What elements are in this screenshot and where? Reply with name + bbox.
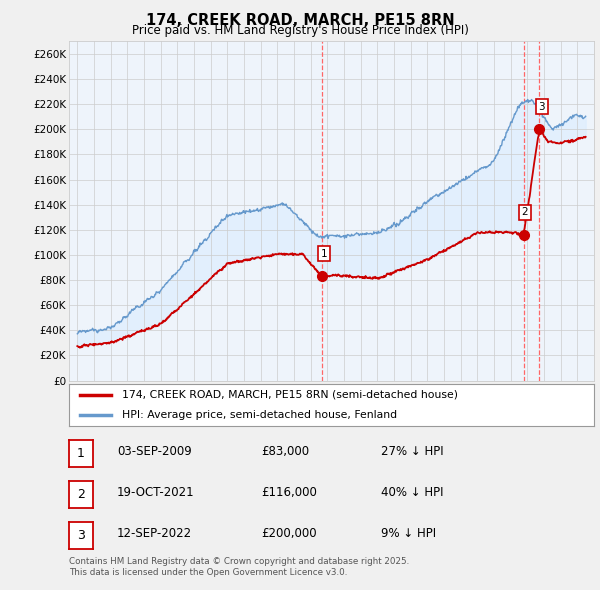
Text: 1: 1 bbox=[77, 447, 85, 460]
Text: 2: 2 bbox=[77, 488, 85, 501]
Text: 2: 2 bbox=[521, 207, 528, 217]
Text: 03-SEP-2009: 03-SEP-2009 bbox=[117, 445, 192, 458]
Text: £200,000: £200,000 bbox=[261, 527, 317, 540]
Text: £83,000: £83,000 bbox=[261, 445, 309, 458]
Text: 3: 3 bbox=[538, 101, 545, 112]
Text: £116,000: £116,000 bbox=[261, 486, 317, 499]
Text: This data is licensed under the Open Government Licence v3.0.: This data is licensed under the Open Gov… bbox=[69, 568, 347, 577]
Text: 12-SEP-2022: 12-SEP-2022 bbox=[117, 527, 192, 540]
Text: 19-OCT-2021: 19-OCT-2021 bbox=[117, 486, 194, 499]
Text: 174, CREEK ROAD, MARCH, PE15 8RN (semi-detached house): 174, CREEK ROAD, MARCH, PE15 8RN (semi-d… bbox=[121, 390, 458, 400]
Text: Price paid vs. HM Land Registry's House Price Index (HPI): Price paid vs. HM Land Registry's House … bbox=[131, 24, 469, 37]
Text: 1: 1 bbox=[321, 248, 328, 258]
Text: 3: 3 bbox=[77, 529, 85, 542]
Text: HPI: Average price, semi-detached house, Fenland: HPI: Average price, semi-detached house,… bbox=[121, 409, 397, 419]
Text: Contains HM Land Registry data © Crown copyright and database right 2025.: Contains HM Land Registry data © Crown c… bbox=[69, 558, 409, 566]
Text: 9% ↓ HPI: 9% ↓ HPI bbox=[381, 527, 436, 540]
Text: 27% ↓ HPI: 27% ↓ HPI bbox=[381, 445, 443, 458]
Text: 174, CREEK ROAD, MARCH, PE15 8RN: 174, CREEK ROAD, MARCH, PE15 8RN bbox=[146, 13, 454, 28]
Text: 40% ↓ HPI: 40% ↓ HPI bbox=[381, 486, 443, 499]
